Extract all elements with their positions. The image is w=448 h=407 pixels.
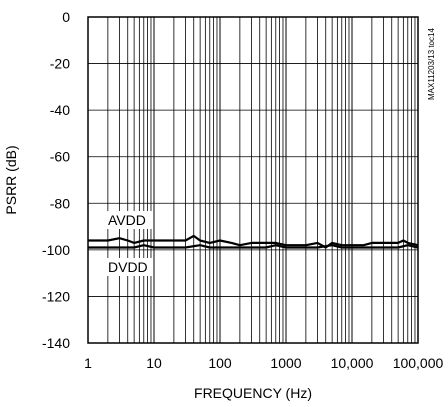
plot-frame bbox=[87, 16, 419, 344]
y-tick-label: -20 bbox=[50, 56, 70, 72]
x-axis-label: FREQUENCY (Hz) bbox=[194, 385, 312, 401]
x-tick-label: 1000 bbox=[270, 355, 301, 371]
series-line-avdd bbox=[88, 234, 419, 249]
x-tick-label: 10,000 bbox=[331, 355, 374, 371]
figure-tag: MAX11203/13 toc14 bbox=[427, 28, 436, 100]
y-tick-label: -60 bbox=[50, 149, 70, 165]
y-tick-label: 0 bbox=[62, 9, 70, 25]
x-tick-label: 100,000 bbox=[393, 355, 444, 371]
y-tick-label: -80 bbox=[50, 195, 70, 211]
series-label-avdd: AVDD bbox=[108, 212, 146, 228]
y-tick-label: -140 bbox=[42, 335, 70, 351]
y-tick-labels: 0 -20 -40 -60 -80 -100 -120 -140 bbox=[42, 9, 70, 351]
series-labels: AVDD DVDD bbox=[106, 211, 152, 276]
y-tick-label: -100 bbox=[42, 242, 70, 258]
series-group bbox=[88, 234, 419, 249]
x-tick-label: 10 bbox=[146, 355, 162, 371]
series-line-dvdd bbox=[88, 244, 419, 249]
series-label-bg bbox=[106, 258, 152, 276]
y-tick-label: -40 bbox=[50, 102, 70, 118]
x-tick-label: 100 bbox=[208, 355, 232, 371]
x-tick-label: 1 bbox=[84, 355, 92, 371]
series-label-dvdd: DVDD bbox=[108, 259, 148, 275]
y-axis-label: PSRR (dB) bbox=[3, 145, 19, 214]
series-label-bg bbox=[106, 211, 152, 229]
y-tick-label: -120 bbox=[42, 288, 70, 304]
x-tick-labels: 1 10 100 1000 10,000 100,000 bbox=[84, 355, 443, 371]
grid bbox=[87, 16, 418, 344]
